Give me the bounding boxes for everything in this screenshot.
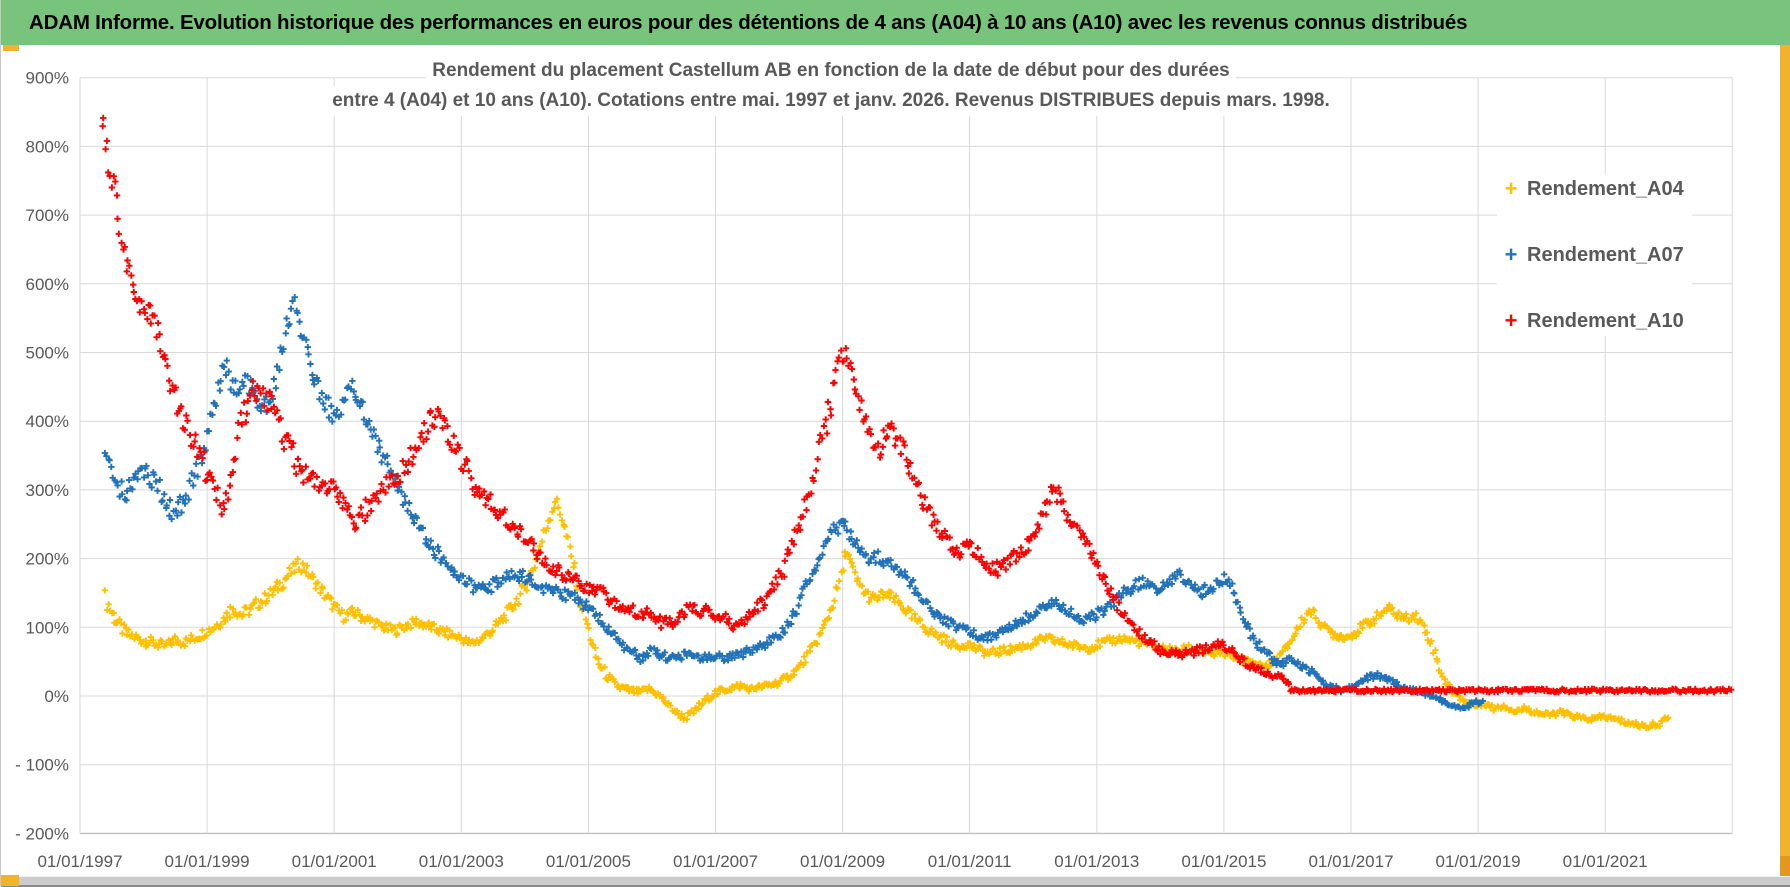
x-tick-label: 01/01/1997 [37, 852, 122, 871]
y-tick-label: 100% [26, 618, 69, 637]
series-points-rendement_a04 [101, 495, 1672, 732]
y-tick-label: 900% [26, 69, 69, 88]
y-tick-label: 200% [26, 550, 69, 569]
legend-item-rendement-a04: + Rendement_A04 [1501, 176, 1684, 202]
y-tick-label: - 100% [15, 756, 69, 775]
x-tick-label: 01/01/2005 [546, 852, 631, 871]
legend-label: Rendement_A10 [1527, 309, 1684, 332]
chart-legend: + Rendement_A04 + Rendement_A07 + Rendem… [1497, 174, 1692, 336]
y-tick-label: 800% [26, 137, 69, 156]
legend-label: Rendement_A07 [1527, 243, 1684, 266]
x-tick-label: 01/01/2009 [800, 852, 885, 871]
chart-title: Rendement du placement Castellum AB en f… [181, 56, 1481, 116]
legend-label: Rendement_A04 [1527, 177, 1684, 200]
chart-title-line1: Rendement du placement Castellum AB en f… [426, 56, 1236, 86]
y-tick-label: 400% [26, 412, 69, 431]
legend-item-rendement-a07: + Rendement_A07 [1501, 242, 1684, 268]
x-tick-label: 01/01/2013 [1054, 852, 1139, 871]
series-points-rendement_a07 [101, 294, 1486, 712]
x-tick-label: 01/01/2015 [1181, 852, 1266, 871]
right-accent-strip [1780, 45, 1790, 870]
x-tick-label: 01/01/2017 [1308, 852, 1393, 871]
y-tick-label: 500% [26, 344, 69, 363]
header-left-accent [3, 45, 19, 51]
plus-marker-icon: + [1504, 308, 1518, 333]
series-points-rendement_a10 [99, 114, 1735, 696]
x-tick-label: 01/01/2003 [419, 852, 504, 871]
plus-marker-icon: + [1504, 242, 1518, 267]
header-bar: ADAM Informe. Evolution historique des p… [1, 0, 1790, 45]
y-tick-label: 700% [26, 206, 69, 225]
bottom-left-accent [1, 875, 19, 886]
x-tick-label: 01/01/2001 [292, 852, 377, 871]
x-tick-label: 01/01/2007 [673, 852, 758, 871]
y-tick-label: 600% [26, 275, 69, 294]
x-tick-label: 01/01/2019 [1436, 852, 1521, 871]
x-tick-label: 01/01/1999 [165, 852, 250, 871]
legend-item-rendement-a10: + Rendement_A10 [1501, 308, 1684, 334]
x-tick-label: 01/01/2021 [1563, 852, 1648, 871]
plus-marker-icon: + [1504, 176, 1518, 201]
y-tick-label: 300% [26, 481, 69, 500]
y-tick-label: 0% [44, 687, 69, 706]
bottom-bar [1, 876, 1790, 887]
right-accent-strip-tip [1780, 856, 1790, 884]
y-tick-label: - 200% [15, 824, 69, 843]
chart-title-line2: entre 4 (A04) et 10 ans (A10). Cotations… [326, 86, 1336, 116]
scatter-plot: 900% 800% 700% 600% 500% 400% 300% 200% 100% 0% - … [15, 69, 1735, 871]
header-title: ADAM Informe. Evolution historique des p… [29, 10, 1468, 34]
x-tick-label: 01/01/2011 [928, 852, 1012, 871]
